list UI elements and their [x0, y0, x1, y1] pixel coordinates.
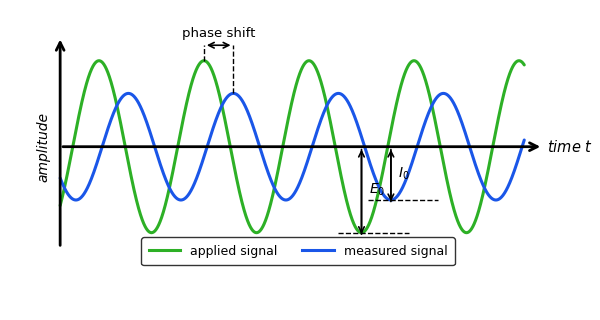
Text: time $t$: time $t$	[547, 139, 593, 155]
Text: $E_0$: $E_0$	[369, 181, 385, 198]
Text: phase shift: phase shift	[182, 27, 256, 40]
Legend: applied signal, measured signal: applied signal, measured signal	[141, 237, 455, 265]
Text: $I_0$: $I_0$	[398, 165, 410, 181]
Text: amplitude: amplitude	[37, 112, 50, 182]
